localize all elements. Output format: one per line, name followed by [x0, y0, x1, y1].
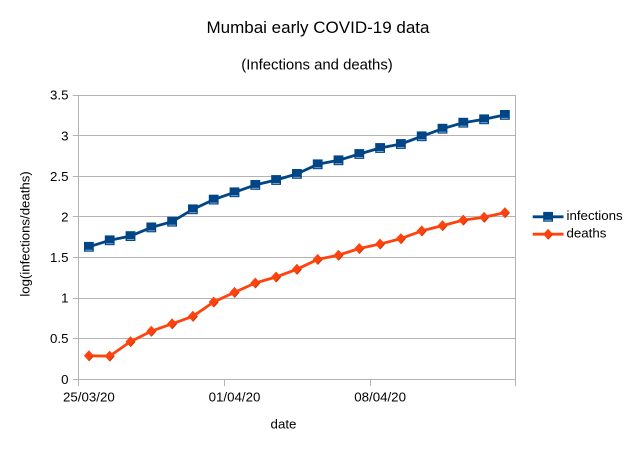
- svg-text:infections: infections: [567, 208, 624, 223]
- svg-text:3.5: 3.5: [50, 88, 69, 103]
- svg-text:1.5: 1.5: [50, 250, 69, 265]
- svg-text:date: date: [271, 416, 297, 431]
- svg-text:deaths: deaths: [567, 225, 607, 240]
- svg-text:2.5: 2.5: [50, 169, 69, 184]
- svg-text:0.5: 0.5: [50, 331, 69, 346]
- svg-text:3: 3: [61, 128, 68, 143]
- svg-text:2: 2: [61, 210, 68, 225]
- svg-text:1: 1: [61, 291, 68, 306]
- svg-text:25/03/20: 25/03/20: [63, 389, 115, 404]
- svg-text:08/04/20: 08/04/20: [354, 389, 406, 404]
- svg-text:01/04/20: 01/04/20: [209, 389, 261, 404]
- svg-text:log(infections/deaths): log(infections/deaths): [18, 171, 33, 296]
- svg-text:(Infections and deaths): (Infections and deaths): [241, 57, 393, 73]
- svg-text:0: 0: [61, 372, 68, 387]
- svg-text:Mumbai early COVID-19 data: Mumbai early COVID-19 data: [207, 18, 431, 37]
